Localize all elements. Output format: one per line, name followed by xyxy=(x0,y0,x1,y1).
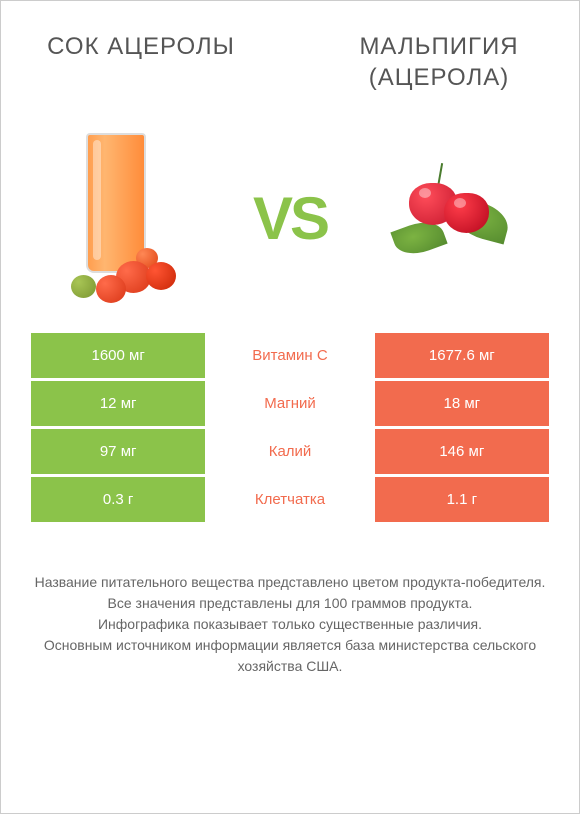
footer-line: Все значения представлены для 100 граммо… xyxy=(31,593,549,614)
nutrient-name-cell: Магний xyxy=(205,381,374,426)
vs-label: VS xyxy=(253,184,327,253)
left-value-cell: 1600 мг xyxy=(31,333,205,378)
left-product-image xyxy=(51,128,201,308)
table-row: 12 мг Магний 18 мг xyxy=(31,381,549,426)
footer-description: Название питательного вещества представл… xyxy=(31,572,549,677)
table-row: 97 мг Калий 146 мг xyxy=(31,429,549,474)
footer-line: Основным источником информации является … xyxy=(31,635,549,677)
footer-line: Название питательного вещества представл… xyxy=(31,572,549,593)
right-value-cell: 146 мг xyxy=(375,429,549,474)
nutrient-name-cell: Витамин C xyxy=(205,333,374,378)
right-value-cell: 18 мг xyxy=(375,381,549,426)
nutrient-name-cell: Калий xyxy=(205,429,374,474)
left-product-title: СОК АЦЕРОЛЫ xyxy=(41,31,241,93)
right-value-cell: 1677.6 мг xyxy=(375,333,549,378)
acerola-cherries-icon xyxy=(379,158,529,278)
right-product-image xyxy=(379,128,529,308)
nutrient-name-cell: Клетчатка xyxy=(205,477,374,522)
footer-line: Инфографика показывает только существенн… xyxy=(31,614,549,635)
right-value-cell: 1.1 г xyxy=(375,477,549,522)
left-value-cell: 0.3 г xyxy=(31,477,205,522)
comparison-table: 1600 мг Витамин C 1677.6 мг 12 мг Магний… xyxy=(31,333,549,522)
left-value-cell: 97 мг xyxy=(31,429,205,474)
left-value-cell: 12 мг xyxy=(31,381,205,426)
right-product-title: МАЛЬПИГИЯ (АЦЕРОЛА) xyxy=(339,31,539,93)
header-row: СОК АЦЕРОЛЫ МАЛЬПИГИЯ (АЦЕРОЛА) xyxy=(1,1,579,113)
images-row: VS xyxy=(1,113,579,333)
table-row: 0.3 г Клетчатка 1.1 г xyxy=(31,477,549,522)
juice-glass-icon xyxy=(51,128,201,308)
table-row: 1600 мг Витамин C 1677.6 мг xyxy=(31,333,549,378)
